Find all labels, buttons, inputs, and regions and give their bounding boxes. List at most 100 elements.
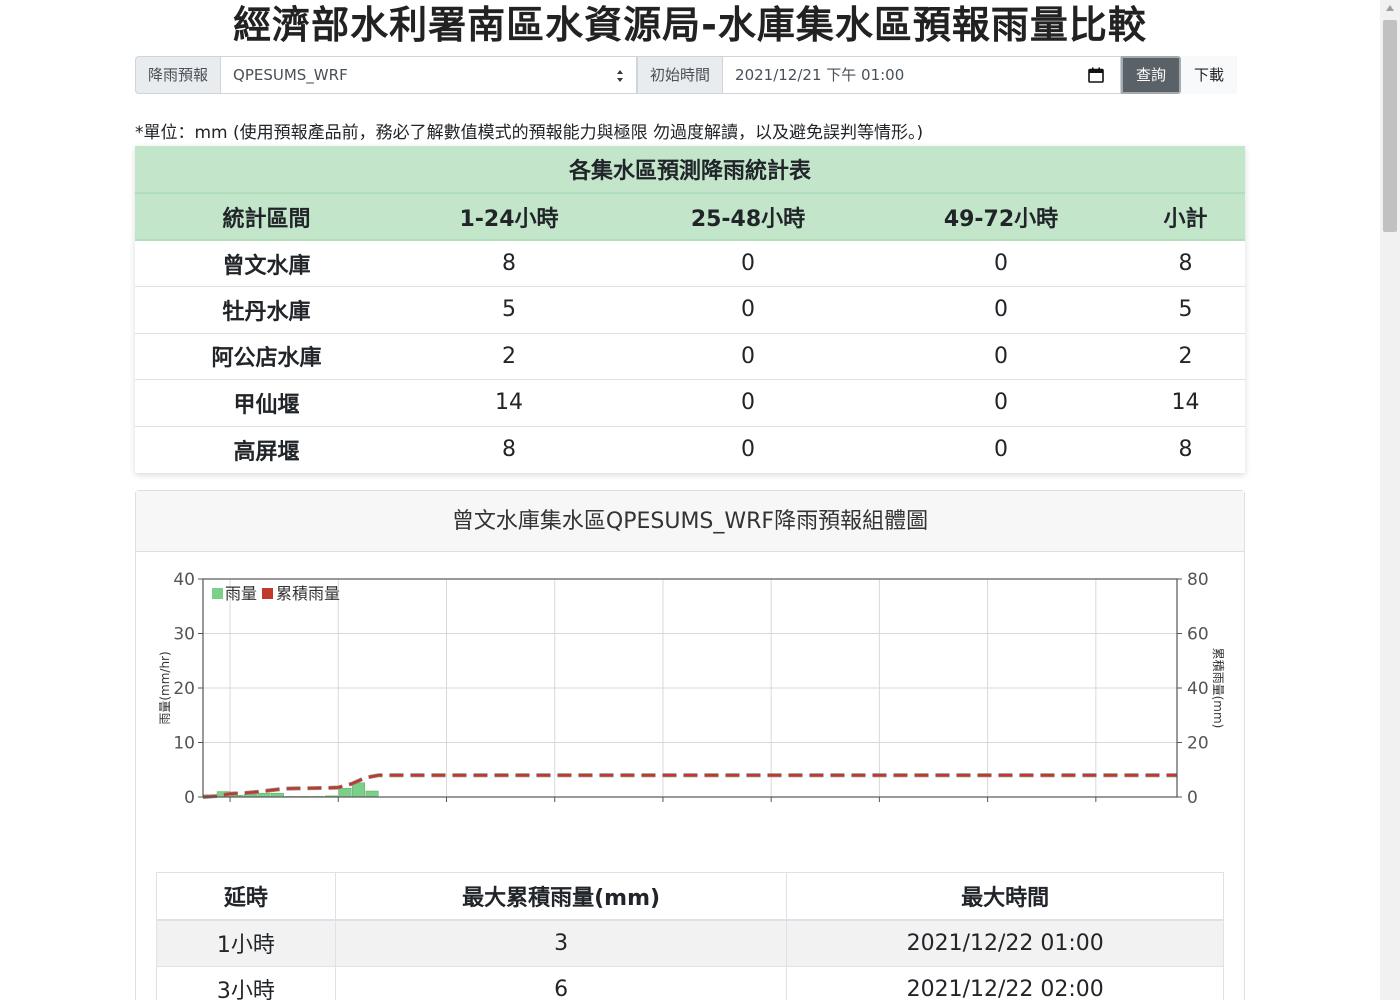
x-tick-label: 12/23 08:00 xyxy=(723,800,820,803)
table-cell: 0 xyxy=(620,239,876,287)
stats-header-cell: 統計區間 xyxy=(135,193,398,241)
stats-header-row: 統計區間 1-24小時 25-48小時 49-72小時 小計 xyxy=(135,193,1245,241)
select-arrows-icon xyxy=(617,70,624,82)
x-tick-label: 12/22 08:00 xyxy=(398,800,495,803)
max-header-cell: 最大時間 xyxy=(786,872,1224,921)
rainfall-chart: 0 10 20 30 40 0 20 40 60 80 12/21 16:00 12/22 00:00… xyxy=(158,570,1226,803)
scroll-up-icon[interactable] xyxy=(1386,5,1394,11)
table-cell: 0 xyxy=(876,379,1126,426)
x-tick-label: 12/23 16:00 xyxy=(831,800,928,803)
table-cell: 2 xyxy=(1126,332,1245,380)
y-tick-label: 20 xyxy=(173,679,195,699)
calendar-icon[interactable] xyxy=(1088,67,1104,83)
table-row: 3小時 6 2021/12/22 02:00 xyxy=(156,965,1224,1000)
y2-tick-label: 60 xyxy=(1187,625,1209,645)
max-rainfall-table: 延時 最大累積雨量(mm) 最大時間 1小時 3 2021/12/22 01:0… xyxy=(156,872,1224,1000)
legend-swatch-cumulative xyxy=(262,588,273,599)
legend-swatch-rain xyxy=(212,588,223,599)
table-cell: 2021/12/22 02:00 xyxy=(786,965,1224,1000)
table-cell: 2021/12/22 01:00 xyxy=(786,919,1224,967)
y-tick-label: 10 xyxy=(173,734,195,754)
table-row: 1小時 3 2021/12/22 01:00 xyxy=(156,919,1224,967)
stats-header-cell: 49-72小時 xyxy=(876,193,1126,241)
scrollbar-thumb[interactable] xyxy=(1383,20,1397,232)
x-tick-label: 12/22 16:00 xyxy=(506,800,603,803)
table-cell: 5 xyxy=(398,286,620,333)
query-toolbar: 降雨預報 QPESUMS_WRF 初始時間 2021/12/21 下午 01:0… xyxy=(135,56,1245,94)
table-cell: 1小時 xyxy=(156,919,336,967)
table-cell: 0 xyxy=(620,379,876,426)
table-cell: 3 xyxy=(334,919,788,967)
table-cell: 5 xyxy=(1126,286,1245,333)
reservoir-name: 曾文水庫 xyxy=(135,239,398,287)
stats-header-cell: 小計 xyxy=(1126,193,1245,241)
table-row: 甲仙堰 14 0 0 14 xyxy=(135,379,1245,426)
table-row: 牡丹水庫 5 0 0 5 xyxy=(135,286,1245,333)
y2-tick-label: 20 xyxy=(1187,734,1209,754)
rainfall-stats-table: 各集水區預測降雨統計表 統計區間 1-24小時 25-48小時 49-72小時 … xyxy=(135,146,1245,473)
stats-table-title: 各集水區預測降雨統計表 xyxy=(135,146,1245,194)
stats-header-cell: 25-48小時 xyxy=(620,193,876,241)
table-cell: 0 xyxy=(620,332,876,380)
table-cell: 0 xyxy=(876,239,1126,287)
forecast-label: 降雨預報 xyxy=(135,56,222,94)
table-cell: 8 xyxy=(398,425,620,473)
table-cell: 3小時 xyxy=(156,965,336,1000)
table-cell: 8 xyxy=(1126,239,1245,287)
table-cell: 0 xyxy=(876,286,1126,333)
max-header-row: 延時 最大累積雨量(mm) 最大時間 xyxy=(156,872,1224,921)
max-header-cell: 最大累積雨量(mm) xyxy=(334,872,788,921)
unit-note: *單位：mm (使用預報產品前，務必了解數值模式的預報能力與極限 勿過度解讀，以… xyxy=(135,123,924,143)
table-cell: 6 xyxy=(334,965,788,1000)
forecast-select[interactable]: QPESUMS_WRF xyxy=(221,56,638,94)
table-cell: 14 xyxy=(1126,379,1245,426)
query-button[interactable]: 查詢 xyxy=(1121,56,1182,94)
y-axis-title: 雨量(mm/hr) xyxy=(158,651,172,724)
x-tick-label: 12/24 08:00 xyxy=(1047,800,1144,803)
legend-label-rain: 雨量 xyxy=(225,584,257,603)
download-button[interactable]: 下載 xyxy=(1181,56,1238,94)
rain-bar xyxy=(338,788,352,798)
page-title: 經濟部水利署南區水資源局-水庫集水區預報雨量比較 xyxy=(233,3,1147,47)
reservoir-name: 甲仙堰 xyxy=(135,379,398,426)
stats-title-row: 各集水區預測降雨統計表 xyxy=(135,146,1245,194)
table-cell: 0 xyxy=(620,425,876,473)
table-row: 阿公店水庫 2 0 0 2 xyxy=(135,332,1245,380)
max-header-cell: 延時 xyxy=(156,872,336,921)
start-time-value: 2021/12/21 下午 01:00 xyxy=(735,66,905,84)
table-cell: 0 xyxy=(876,425,1126,473)
x-tick-label: 12/23 00:00 xyxy=(614,800,711,803)
reservoir-name: 阿公店水庫 xyxy=(135,332,398,380)
y-tick-label: 30 xyxy=(173,625,195,645)
table-cell: 2 xyxy=(398,332,620,380)
table-cell: 14 xyxy=(398,379,620,426)
legend-label-cumulative: 累積雨量 xyxy=(276,584,340,603)
table-cell: 0 xyxy=(876,332,1126,380)
start-time-label: 初始時間 xyxy=(637,56,724,94)
rain-bar xyxy=(365,790,379,798)
rain-bar xyxy=(352,782,366,798)
start-time-input[interactable]: 2021/12/21 下午 01:00 xyxy=(723,56,1122,94)
y2-tick-label: 80 xyxy=(1187,570,1209,590)
vertical-scrollbar[interactable] xyxy=(1380,0,1400,1000)
y-tick-label: 40 xyxy=(173,570,195,590)
y2-axis-title: 累積雨量(mm) xyxy=(1211,648,1226,729)
reservoir-name: 牡丹水庫 xyxy=(135,286,398,333)
cumulative-line xyxy=(202,773,1177,799)
chart-card-title: 曾文水庫集水區QPESUMS_WRF降雨預報組體圖 xyxy=(136,491,1244,552)
reservoir-name: 高屏堰 xyxy=(135,425,398,473)
y2-tick-label: 40 xyxy=(1187,679,1209,699)
table-row: 曾文水庫 8 0 0 8 xyxy=(135,239,1245,287)
x-tick-label: 12/21 16:00 xyxy=(181,800,278,803)
stats-header-cell: 1-24小時 xyxy=(398,193,620,241)
forecast-select-value: QPESUMS_WRF xyxy=(233,66,348,84)
table-cell: 8 xyxy=(1126,425,1245,473)
y-tick-label: 0 xyxy=(184,788,195,803)
x-tick-label: 12/22 00:00 xyxy=(290,800,387,803)
table-cell: 0 xyxy=(620,286,876,333)
table-row: 高屏堰 8 0 0 8 xyxy=(135,425,1245,473)
table-cell: 8 xyxy=(398,239,620,287)
y2-tick-label: 0 xyxy=(1187,788,1198,803)
x-tick-label: 12/24 00:00 xyxy=(939,800,1036,803)
